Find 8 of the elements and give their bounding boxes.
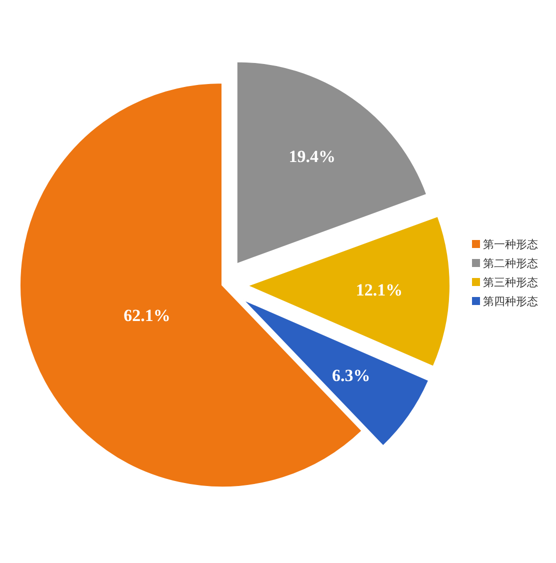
legend-label: 第四种形态: [483, 295, 538, 308]
legend-label: 第一种形态: [483, 238, 538, 251]
data-label: 62.1%: [124, 306, 170, 326]
legend-label: 第三种形态: [483, 276, 538, 289]
data-label: 6.3%: [332, 366, 370, 385]
data-label: 19.4%: [288, 147, 336, 166]
legend-label: 第二种形态: [483, 257, 538, 270]
data-label: 12.1%: [356, 280, 403, 300]
